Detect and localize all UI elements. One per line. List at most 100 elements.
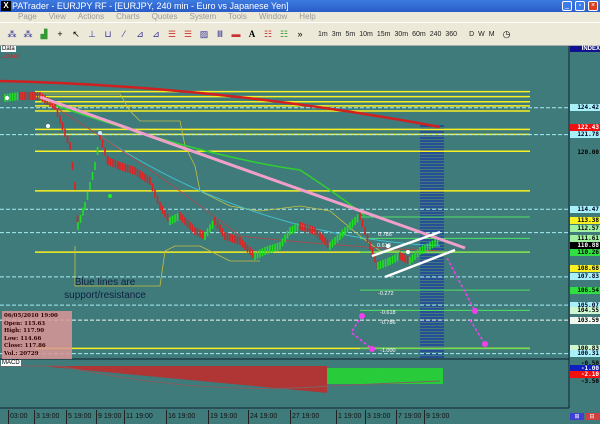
price-label: 100.83 [570,344,600,352]
price-label: 121.78 [570,131,600,139]
time-axis-label: 16 19:00 [166,410,195,424]
rectangle-icon[interactable]: ▬ [231,29,241,39]
channel-lower [384,248,456,279]
indicator-icon[interactable]: ▟ [40,29,48,39]
long-moving-average [0,79,441,129]
timeframe-D[interactable]: D [469,30,475,38]
time-axis-label: 5 19:00 [66,410,91,424]
info-high: High: 117.90 [4,328,45,334]
price-label: 105.07 [570,301,600,309]
menu-tools[interactable]: Tools [228,12,247,21]
signal-dot [406,250,410,254]
menu-view[interactable]: View [48,12,66,21]
trendline-icon[interactable]: ⁄ [123,29,125,39]
time-axis-label: 3 19:00 [34,410,59,424]
price-label: 114.47 [570,205,600,213]
time-axis-label: 11 19:00 [124,410,153,424]
price-label: 107.83 [570,273,600,281]
close-button[interactable]: × [588,1,598,11]
fib-level-label: -0.786 [380,320,396,326]
price-label: 124.42 [570,104,600,112]
time-axis-label: 9 19:00 [96,410,121,424]
menu-help[interactable]: Help [299,12,316,21]
timeframe-3m[interactable]: 3m [331,30,342,38]
macd-scale-label: -3.50 [580,378,599,385]
horizontal-line-icon[interactable]: ⊥ [88,29,96,39]
menu-window[interactable]: Window [258,12,288,21]
bar-info-box: 06/05/2010 19:00 Open: 115.63 High: 117.… [2,311,72,359]
price-chart [0,46,600,424]
timeframe-240[interactable]: 240 [429,30,442,38]
menu-bar: Page View Actions Charts Quotes System Tools Wi… [0,12,600,22]
time-axis-label: 19 19:00 [208,410,237,424]
timeframe-5m[interactable]: 5m [345,30,356,38]
data-tag: Data [1,46,16,52]
macd-signal-line [0,365,441,389]
info-low: Low: 114.66 [4,335,42,342]
timeframe-15m[interactable]: 15m [376,30,391,38]
arrow-head [359,313,365,319]
clock-icon[interactable]: ◷ [502,29,511,39]
price-label: 103.59 [570,316,600,324]
timeframe-60m[interactable]: 60m [412,30,426,38]
signal-dot [98,131,102,135]
vertical-line-icon[interactable]: ⊔ [104,29,112,39]
macd-label: MACD [1,360,21,366]
chart-area[interactable]: Data Locked INDEX MACD Blue lines are su… [0,46,600,424]
zoom-out-icon[interactable]: ⁂ [23,29,33,39]
time-axis-label: 1 19:00 [336,410,361,424]
envelope-line-lower [74,245,260,287]
price-label: 110.88 [570,242,600,250]
price-label: 120.00 [577,149,599,157]
pointer-icon[interactable]: ↖ [72,29,80,39]
price-label: 108.68 [570,264,600,272]
timeframe-10m[interactable]: 10m [359,30,373,38]
toolbar: ⁂ ⁂ ▟ + ↖ ⊥ ⊔ ⁄ ⊿ ⊿ ☰ ☰ ▨ Ⅲ ▬ A ☷ ☷ » 1m… [0,22,600,46]
menu-actions[interactable]: Actions [77,12,105,21]
arrow-head [369,346,375,352]
timeframe-30m[interactable]: 30m [394,30,409,38]
zoom-in-icon[interactable]: ⁂ [7,29,17,39]
gann-icon[interactable]: ▨ [199,29,209,39]
fib-level-label: -0.272 [378,291,394,297]
info-open: Open: 115.63 [4,320,46,327]
scale-button-2[interactable]: ⊟ [585,413,599,420]
moving-average-red [44,100,441,252]
text-icon[interactable]: A [248,29,256,39]
time-axis-label: 7 19:00 [396,410,421,424]
menu-system[interactable]: System [189,12,217,21]
levels-icon[interactable]: ☷ [263,29,273,39]
cycle-icon[interactable]: Ⅲ [216,29,224,39]
minimize-button[interactable]: _ [562,1,572,11]
fib-level-label: -1.000 [380,348,396,354]
timeframe-W[interactable]: W [478,30,485,38]
fib-retracement-icon[interactable]: ☰ [167,29,177,39]
menu-charts[interactable]: Charts [116,12,140,21]
timeframe-M[interactable]: M [488,30,495,38]
fib-level-label: 0.618 [377,243,391,249]
scale-button[interactable]: ⊞ [570,413,584,420]
price-label: 110.26 [570,248,600,256]
signal-dot [386,244,390,248]
info-date: 06/05/2010 19:00 [4,313,58,319]
signal-dot [108,194,112,198]
projection-arrow [351,332,373,350]
timeframe-1m[interactable]: 1m [318,30,328,38]
menu-quotes[interactable]: Quotes [151,12,178,21]
time-axis-label: 3 19:00 [365,410,390,424]
time-axis [0,408,600,424]
fib-level-label: 0.786 [378,232,392,238]
crosshair-icon[interactable]: + [57,29,63,39]
trend-line [39,95,466,250]
more-icon[interactable]: » [297,29,303,39]
maximize-button[interactable]: ▫ [575,1,585,11]
levels2-icon[interactable]: ☷ [279,29,289,39]
menu-page[interactable]: Page [18,12,37,21]
channel-icon[interactable]: ⊿ [152,29,160,39]
app-icon: X [1,1,11,11]
info-close: Close: 117.86 [4,343,46,349]
fib-extension-icon[interactable]: ☰ [183,29,193,39]
signal-dot [5,96,9,100]
fan-icon[interactable]: ⊿ [136,29,144,39]
timeframe-360[interactable]: 360 [445,30,458,38]
